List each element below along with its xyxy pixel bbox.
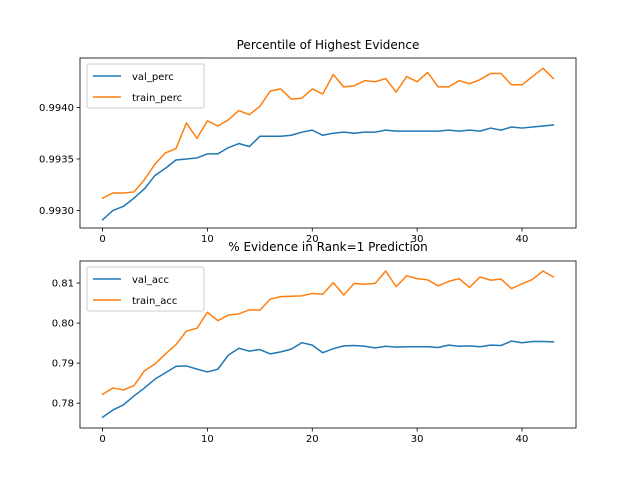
- y-tick-label: 0.9940: [39, 103, 74, 114]
- legend: val_perc train_perc: [86, 63, 205, 109]
- legend-label: train_acc: [132, 296, 177, 307]
- y-tick-label: 0.81: [52, 279, 74, 290]
- legend-label: val_acc: [132, 275, 169, 286]
- axes-frame: [79, 57, 577, 229]
- x-tick-label: 30: [411, 434, 424, 445]
- y-tick-label: 0.9930: [39, 206, 74, 217]
- legend-label: train_perc: [132, 93, 182, 104]
- y-tick-label: 0.78: [52, 399, 74, 410]
- x-tick-label: 10: [201, 234, 214, 245]
- chart-title: % Evidence in Rank=1 Prediction: [228, 240, 428, 254]
- x-tick-label: 0: [99, 434, 105, 445]
- x-tick-label: 40: [516, 434, 529, 445]
- y-tick-label: 0.80: [52, 319, 74, 330]
- x-tick-label: 40: [516, 234, 529, 245]
- series-line-val_perc: [101, 124, 555, 221]
- series-line-train_acc: [101, 270, 555, 396]
- axes-frame: [79, 260, 577, 429]
- subplot-percentile-highest-evidence: 0 10 20 30 40 0.9930 0.9935 0.9940 Percentile of…: [39, 38, 577, 245]
- subplot-evidence-rank1-prediction: 0 10 20 30 40 0.78 0.79 0.80 0.81 % Evidence in R…: [52, 240, 577, 445]
- series-line-val_acc: [101, 340, 555, 419]
- series-line-train_perc: [101, 67, 555, 200]
- x-tick-label: 10: [201, 434, 214, 445]
- y-tick-label: 0.9935: [39, 154, 74, 165]
- y-tick-label: 0.79: [52, 359, 74, 370]
- legend: val_acc train_acc: [86, 266, 205, 312]
- x-tick-label: 0: [99, 234, 105, 245]
- x-tick-label: 30: [411, 234, 424, 245]
- chart-title: Percentile of Highest Evidence: [237, 38, 420, 52]
- legend-label: val_perc: [132, 72, 174, 83]
- x-tick-label: 20: [306, 234, 319, 245]
- x-tick-label: 20: [306, 434, 319, 445]
